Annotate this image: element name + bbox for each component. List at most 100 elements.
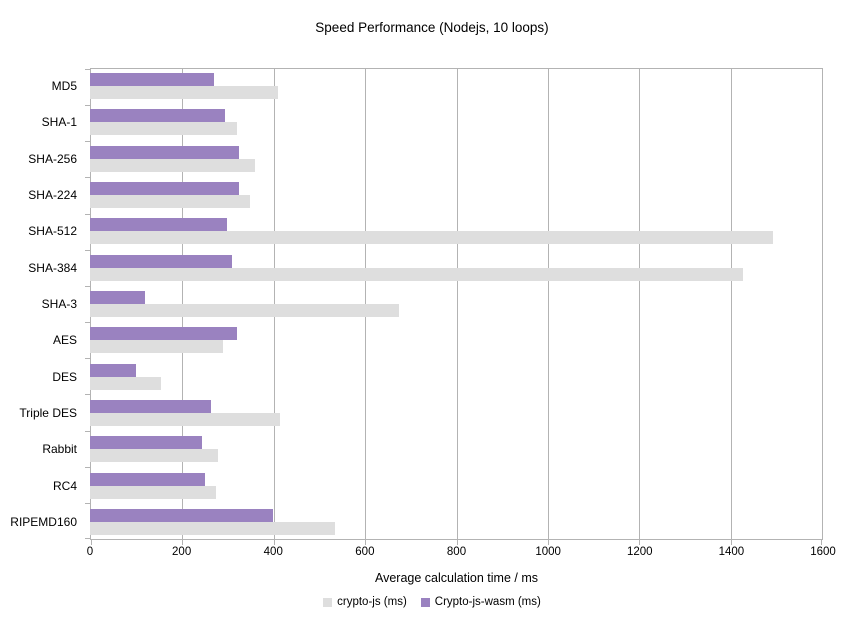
bar-row bbox=[90, 104, 823, 140]
gridline bbox=[730, 69, 732, 539]
bar-crypto-js-wasm bbox=[90, 363, 136, 377]
bar-crypto-js bbox=[90, 267, 743, 281]
bar-row bbox=[90, 68, 823, 104]
y-tick-mark bbox=[85, 466, 90, 468]
legend-label: crypto-js (ms) bbox=[337, 596, 407, 608]
y-tick-mark bbox=[85, 394, 90, 396]
bar-crypto-js-wasm bbox=[90, 436, 203, 450]
x-tick-label: 1200 bbox=[626, 546, 653, 558]
category-label: RC4 bbox=[52, 478, 77, 493]
x-tick-mark bbox=[91, 540, 92, 545]
bar-crypto-js-wasm bbox=[90, 218, 228, 232]
bar-crypto-js-wasm bbox=[90, 508, 274, 522]
y-tick-mark bbox=[85, 502, 90, 504]
bar-crypto-js bbox=[90, 122, 237, 136]
bar-crypto-js bbox=[90, 412, 281, 426]
x-tick-mark bbox=[365, 540, 367, 545]
x-tick-label: 600 bbox=[355, 546, 375, 558]
bar-crypto-js bbox=[90, 449, 219, 463]
gridline bbox=[182, 69, 184, 539]
y-tick-mark bbox=[85, 430, 90, 432]
bar-row bbox=[90, 431, 823, 467]
x-tick-label: 1000 bbox=[535, 546, 561, 558]
category-label: SHA-1 bbox=[41, 115, 77, 130]
y-tick-mark bbox=[85, 177, 90, 179]
bar-crypto-js-wasm bbox=[90, 291, 145, 305]
bar-crypto-js-wasm bbox=[90, 399, 212, 413]
bar-row bbox=[90, 504, 823, 540]
bar-row bbox=[90, 395, 823, 431]
gridline bbox=[273, 69, 275, 539]
legend-swatch-icon bbox=[323, 597, 333, 607]
bar-row bbox=[90, 177, 823, 213]
legend-swatch-icon bbox=[420, 597, 430, 607]
bar-row bbox=[90, 359, 823, 395]
bar-crypto-js-wasm bbox=[90, 109, 226, 123]
bar-crypto-js bbox=[90, 231, 773, 245]
bar-crypto-js bbox=[90, 376, 161, 390]
bar-row bbox=[90, 141, 823, 177]
bar-crypto-js bbox=[90, 195, 251, 209]
chart-title: Speed Performance (Nodejs, 10 loops) bbox=[315, 20, 549, 35]
bar-crypto-js bbox=[90, 340, 223, 354]
y-tick-mark bbox=[85, 69, 90, 70]
x-tick-label: 200 bbox=[172, 546, 192, 558]
bar-row bbox=[90, 250, 823, 286]
category-label: SHA-512 bbox=[28, 224, 77, 239]
x-axis-tick-labels: 0 200 400 600 800 1000 1200 1400 1600 bbox=[86, 546, 836, 560]
legend: crypto-js (ms) Crypto-js-wasm (ms) bbox=[0, 596, 864, 608]
category-label: AES bbox=[52, 333, 77, 348]
y-tick-mark bbox=[85, 358, 90, 360]
bar-crypto-js bbox=[90, 304, 400, 318]
bar-crypto-js bbox=[90, 485, 216, 499]
bar-row bbox=[90, 467, 823, 503]
bar-row bbox=[90, 213, 823, 249]
bar-crypto-js bbox=[90, 86, 278, 100]
y-tick-mark bbox=[85, 249, 90, 251]
bar-row bbox=[90, 286, 823, 322]
x-tick-mark bbox=[547, 540, 549, 545]
gridline bbox=[639, 69, 641, 539]
legend-label: Crypto-js-wasm (ms) bbox=[434, 596, 541, 608]
bar-crypto-js-wasm bbox=[90, 327, 237, 341]
category-label: Triple DES bbox=[19, 405, 77, 420]
category-label: Rabbit bbox=[42, 442, 77, 457]
x-tick-mark bbox=[456, 540, 458, 545]
x-tick-label: 1600 bbox=[810, 546, 836, 558]
x-tick-mark bbox=[182, 540, 184, 545]
category-label: RIPEMD160 bbox=[10, 514, 77, 529]
y-tick-mark bbox=[85, 285, 90, 287]
bar-crypto-js-wasm bbox=[90, 472, 205, 486]
plot-wrap bbox=[85, 68, 823, 545]
x-axis-title: Average calculation time / ms bbox=[374, 571, 539, 585]
category-label: MD5 bbox=[51, 79, 77, 94]
x-tick-label: 800 bbox=[446, 546, 467, 558]
bar-crypto-js-wasm bbox=[90, 73, 214, 87]
legend-item-crypto-js: crypto-js (ms) bbox=[323, 596, 407, 608]
bar-crypto-js bbox=[90, 158, 255, 172]
y-tick-mark bbox=[85, 322, 90, 324]
x-tick-label: 400 bbox=[263, 546, 283, 558]
bar-crypto-js-wasm bbox=[90, 145, 239, 159]
bar-crypto-js-wasm bbox=[90, 254, 233, 268]
x-tick-label: 1400 bbox=[718, 546, 745, 558]
legend-item-crypto-js-wasm: Crypto-js-wasm (ms) bbox=[420, 596, 541, 608]
bar-rows bbox=[90, 68, 823, 540]
bar-crypto-js-wasm bbox=[90, 182, 239, 196]
x-tick-label: 0 bbox=[86, 546, 94, 558]
category-label: SHA-384 bbox=[28, 260, 77, 275]
bar-crypto-js bbox=[90, 521, 336, 535]
gridline bbox=[456, 69, 458, 539]
x-tick-mark bbox=[821, 540, 822, 545]
gridline bbox=[547, 69, 549, 539]
gridline bbox=[365, 69, 367, 539]
y-tick-mark bbox=[85, 141, 90, 143]
x-tick-mark bbox=[730, 540, 732, 545]
y-axis-category-labels: MD5 SHA-1 SHA-256 SHA-224 SHA-512 SHA-384 SHA-… bbox=[0, 68, 84, 540]
y-tick-mark bbox=[85, 105, 90, 107]
category-label: SHA-256 bbox=[28, 151, 77, 166]
category-label: SHA-3 bbox=[41, 297, 77, 312]
y-tick-mark bbox=[85, 213, 90, 215]
category-label: DES bbox=[52, 369, 77, 384]
